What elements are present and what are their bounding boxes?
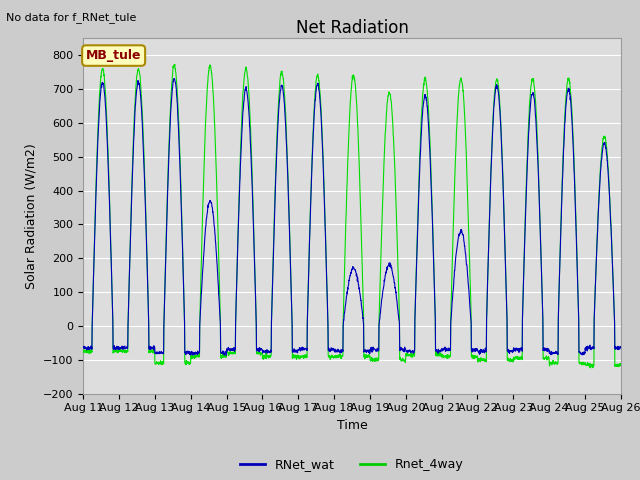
X-axis label: Time: Time [337, 419, 367, 432]
Text: No data for f_RNet_tule: No data for f_RNet_tule [6, 12, 137, 23]
Legend: RNet_wat, Rnet_4way: RNet_wat, Rnet_4way [235, 453, 469, 476]
Y-axis label: Solar Radiation (W/m2): Solar Radiation (W/m2) [24, 143, 37, 289]
Title: Net Radiation: Net Radiation [296, 19, 408, 37]
Text: MB_tule: MB_tule [86, 49, 141, 62]
